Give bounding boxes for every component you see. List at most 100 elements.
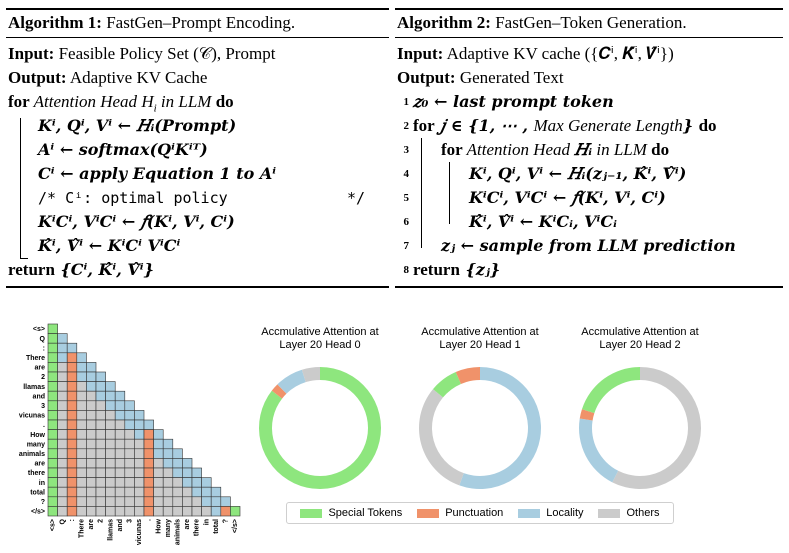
- heatmap-col-label: in: [203, 519, 210, 525]
- heatmap-cell: [153, 448, 164, 459]
- donut-slice-locality: [459, 367, 541, 489]
- algorithm-1-name: FastGen–Prompt Encoding.: [101, 13, 296, 32]
- algo2-line-3: 3 for Attention Head 𝐻ᵢ in LLM do: [399, 138, 783, 162]
- heatmap-cell: [76, 419, 87, 430]
- keyword: return: [413, 260, 460, 279]
- for-text: Attention Head: [29, 92, 142, 111]
- heatmap-cell: [134, 429, 145, 440]
- line-number: 8: [403, 264, 410, 276]
- heatmap-cell: [57, 467, 68, 478]
- heatmap-cell: [114, 467, 126, 478]
- heatmap-cell: [191, 477, 202, 488]
- heatmap-cell: [57, 362, 68, 373]
- heatmap-row-label: and: [33, 393, 45, 400]
- legend-label: Punctuation: [445, 507, 504, 519]
- heatmap-cell: [143, 486, 154, 498]
- heatmap-col-label: many: [165, 519, 172, 537]
- heatmap-cell: [153, 486, 164, 498]
- heatmap-cell: [143, 419, 154, 430]
- heatmap-cell: [105, 390, 116, 402]
- heatmap-row-label: 2: [41, 374, 45, 381]
- math-text: 𝑲ⁱ, 𝑸ⁱ, 𝑽ⁱ ← 𝐻ᵢ(𝒛ⱼ₋₁, 𝑲̂ⁱ, 𝑽̂ⁱ): [469, 164, 687, 183]
- algo1-line-6: 𝑲̂ⁱ, 𝑽̂ⁱ ← 𝑲ⁱ𝑪ⁱ 𝑽ⁱ𝑪ⁱ: [38, 236, 181, 255]
- heatmap-cell: [76, 496, 87, 507]
- heatmap-cell: [143, 429, 154, 440]
- algo2-input: Input: Adaptive KV cache ({𝑪ⁱ, 𝑲̂ⁱ, 𝑽̂ⁱ}…: [397, 42, 783, 66]
- heatmap-col-label: </s>: [232, 519, 239, 533]
- heatmap-cell: [66, 362, 78, 373]
- italic-text: Max Generate Length: [533, 116, 683, 135]
- comment-text: /* Cⁱ: optimal policy: [38, 189, 228, 207]
- heatmap-row-label: total: [30, 489, 45, 496]
- heatmap-cell: [172, 458, 183, 469]
- line-number: 7: [403, 240, 410, 252]
- heatmap-cell: [124, 506, 135, 517]
- heatmap-cell: [162, 477, 174, 488]
- heatmap-cell: [134, 496, 145, 507]
- algo2-line-8: 8 return {𝒛ⱼ}: [399, 258, 783, 282]
- algo1-line-5: 𝑲ⁱ𝑪ⁱ, 𝑽ⁱ𝑪ⁱ ← 𝑓(𝑲ⁱ, 𝑽ⁱ, 𝑪ⁱ): [38, 212, 235, 231]
- heatmap-cell: [76, 410, 87, 421]
- input-keyword: Input:: [397, 44, 444, 63]
- heatmap-cell: [134, 448, 145, 459]
- algo1-line-1: 𝑲ⁱ, 𝑸ⁱ, 𝑽ⁱ ← 𝐻ᵢ(Prompt): [38, 116, 237, 135]
- math-text: 𝐻ᵢ: [574, 140, 593, 159]
- donut-chart: [419, 367, 541, 489]
- heatmap-cell: [134, 410, 145, 421]
- heatmap-cell: [76, 438, 87, 450]
- heatmap-cell: [76, 506, 87, 517]
- algo1-input: Input: Feasible Policy Set (𝒞), Prompt: [8, 42, 389, 66]
- legend-item-punct: Punctuation: [417, 507, 503, 519]
- heatmap-cell: [114, 438, 126, 450]
- algorithm-2-name: FastGen–Token Generation.: [490, 13, 687, 32]
- heatmap-cell: [201, 496, 212, 507]
- algo1-line-3: 𝑪ⁱ ← apply Equation 1 to 𝑨ⁱ: [38, 164, 277, 183]
- keyword-2: do: [698, 116, 717, 135]
- math-text: {𝒛ⱼ}: [459, 260, 501, 279]
- donut-slice-other: [419, 389, 464, 486]
- heatmap-col-label: llamas: [107, 519, 114, 541]
- algo1-line-2: 𝑨ⁱ ← softmax(𝑸ⁱ𝑲ⁱᵀ): [38, 140, 208, 159]
- algo2-line-5: 5 𝑲ⁱ𝑪ⁱ, 𝑽ⁱ𝑪ⁱ ← 𝑓(𝑲ⁱ, 𝑽ⁱ, 𝑪ⁱ): [399, 186, 783, 210]
- heatmap-cell: [153, 458, 164, 469]
- output-text: Generated Text: [455, 68, 564, 87]
- heatmap-cell: [66, 458, 78, 469]
- heatmap-cell: [162, 506, 174, 517]
- heatmap-cell: [153, 438, 164, 450]
- heatmap-col-label: are: [184, 519, 191, 530]
- heatmap-row-label: there: [28, 470, 45, 477]
- donut-slice-locality: [579, 418, 619, 483]
- heatmap-cell: [105, 467, 116, 478]
- heatmap-col-label: ?: [223, 519, 230, 523]
- heatmap-cell: [66, 448, 78, 459]
- output-keyword: Output:: [8, 68, 67, 87]
- line-number: 2: [403, 120, 410, 132]
- heatmap-cell: [66, 496, 78, 507]
- line-number: 6: [403, 216, 410, 228]
- heatmap-cell: [134, 506, 145, 517]
- heatmap-cell: [210, 486, 222, 498]
- heatmap-cell: [57, 429, 68, 440]
- heatmap-cell: [124, 410, 135, 421]
- heatmap-cell: [172, 467, 183, 478]
- heatmap-cell: [191, 467, 202, 478]
- heatmap-cell: [66, 486, 78, 498]
- heatmap-cell: [76, 381, 87, 392]
- heatmap-cell: [57, 448, 68, 459]
- legend-swatch: [300, 508, 323, 518]
- heatmap-cell: [47, 448, 58, 459]
- heatmap-cell: [105, 477, 116, 488]
- heatmap-cell: [143, 467, 154, 478]
- heatmap-cell: [57, 477, 68, 488]
- heatmap-cell: [162, 448, 174, 459]
- heatmap-cell: [66, 390, 78, 402]
- heatmap-cell: [124, 438, 135, 450]
- algo2-line-6: 6 𝑲̂ⁱ, 𝑽̂ⁱ ← 𝑲ⁱ𝑪ᵢ, 𝑽ⁱ𝑪ᵢ: [399, 210, 783, 234]
- heatmap-cell: [124, 477, 135, 488]
- heatmap-cell: [105, 410, 116, 421]
- heatmap-cell: [124, 458, 135, 469]
- heatmap-cell: [57, 486, 68, 498]
- heatmap-col-label: 2: [98, 519, 105, 523]
- donut-slice-other: [301, 367, 320, 383]
- donut-title: Accmulative Attention at Layer 20 Head 0: [240, 326, 400, 352]
